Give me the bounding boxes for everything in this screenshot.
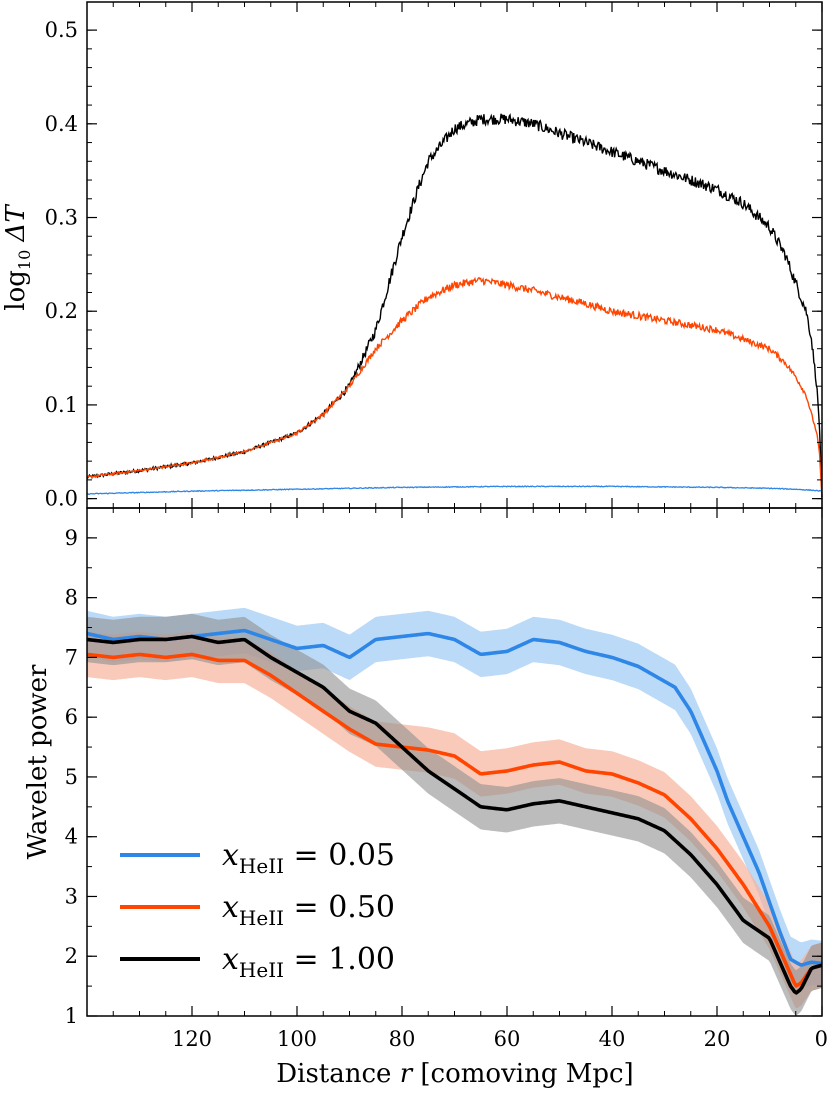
xtick-label: 0 <box>815 1027 828 1051</box>
bottom-y-axis-label: Wavelet power <box>23 664 53 859</box>
top-y-axis-label: log10 ΔT <box>1 204 34 311</box>
top-series-line-2 <box>86 485 823 495</box>
bottom-ytick-label: 3 <box>65 884 78 908</box>
ylabel-log-subscript: 10 <box>15 250 34 270</box>
bottom-ytick-label: 4 <box>65 825 78 849</box>
bottom-series-group <box>86 628 823 995</box>
top-plot-frame <box>86 1 823 509</box>
x-axis-label: Distance r [comoving Mpc] <box>276 1059 633 1089</box>
xtick-label: 20 <box>704 1027 731 1051</box>
bottom-ytick-label: 7 <box>65 645 78 669</box>
top-series-group <box>86 113 823 500</box>
legend-label-2: xHeII = 1.00 <box>222 942 395 982</box>
bottom-band-1 <box>87 631 822 1009</box>
xlabel-pre: Distance <box>276 1059 399 1089</box>
legend: xHeII = 0.05 xHeII = 0.50 xHeII = 1.00 <box>120 838 395 982</box>
top-ytick-label: 0.5 <box>45 18 78 42</box>
top-ytick-label: 0.1 <box>45 393 78 417</box>
legend-label-0: xHeII = 0.05 <box>222 838 395 878</box>
top-ytick-label: 0.2 <box>45 299 78 323</box>
ylabel-log: log <box>1 270 31 311</box>
xlabel-post: [comoving Mpc] <box>412 1059 634 1089</box>
xtick-label: 40 <box>599 1027 626 1051</box>
top-series-line-0 <box>86 113 823 498</box>
xtick-label: 80 <box>389 1027 416 1051</box>
top-panel: 0.0 0.1 0.2 0.3 0.4 0.5 log10 ΔT <box>1 1 823 511</box>
top-series-line-1 <box>86 276 823 500</box>
xtick-label: 120 <box>172 1027 212 1051</box>
top-ticks: 0.0 0.1 0.2 0.3 0.4 0.5 <box>45 2 823 511</box>
bottom-series-line-2 <box>86 634 823 995</box>
ylabel-delta-t: ΔT <box>1 204 31 250</box>
xlabel-var: r <box>400 1059 414 1089</box>
bottom-panel: 1 2 3 4 5 6 7 8 9 120 100 80 60 40 20 0 Wavelet power D… <box>23 507 828 1089</box>
bottom-ytick-label: 1 <box>65 1004 78 1028</box>
top-ytick-label: 0.4 <box>45 112 78 136</box>
bottom-ytick-label: 5 <box>65 765 78 789</box>
bottom-bands-group <box>87 607 822 1016</box>
bottom-ytick-label: 6 <box>65 705 78 729</box>
bottom-series-line-1 <box>86 652 823 988</box>
top-ytick-label: 0.3 <box>45 206 78 230</box>
bottom-series-line-0 <box>86 628 823 967</box>
legend-label-1: xHeII = 0.50 <box>222 890 395 930</box>
xtick-label: 60 <box>494 1027 521 1051</box>
bottom-ticks: 1 2 3 4 5 6 7 8 9 120 100 80 60 40 20 0 <box>65 507 828 1051</box>
bottom-ytick-label: 9 <box>65 526 78 550</box>
bottom-band-2 <box>87 613 822 1016</box>
bottom-ytick-label: 8 <box>65 586 78 610</box>
top-ytick-label: 0.0 <box>45 487 78 511</box>
bottom-ytick-label: 2 <box>65 944 78 968</box>
xtick-label: 100 <box>277 1027 317 1051</box>
